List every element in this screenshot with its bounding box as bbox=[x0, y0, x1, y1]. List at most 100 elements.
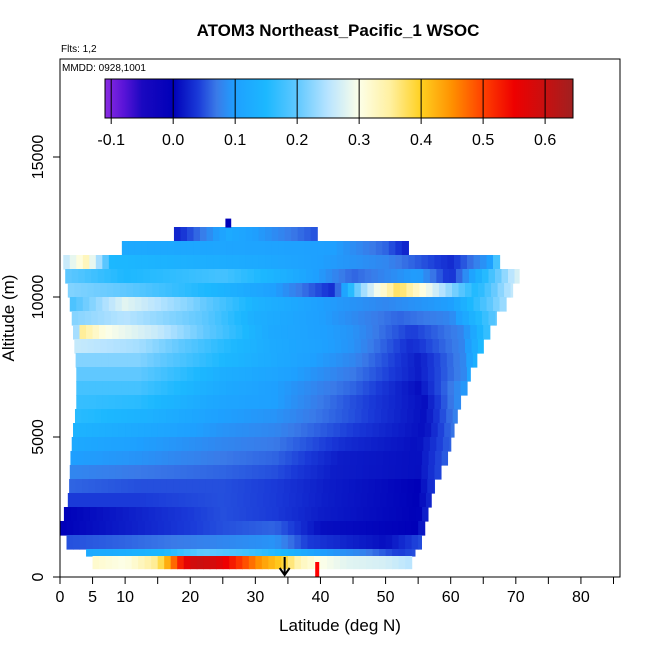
heatmap-cell bbox=[219, 227, 227, 242]
x-tick-label: 50 bbox=[377, 589, 395, 606]
heatmap-cell bbox=[164, 423, 172, 438]
heatmap-cell bbox=[130, 311, 138, 326]
heatmap-cell bbox=[320, 535, 328, 550]
heatmap-cell bbox=[82, 353, 90, 368]
heatmap-cell bbox=[201, 269, 210, 284]
heatmap-cell bbox=[243, 493, 251, 508]
heatmap-cell bbox=[159, 409, 167, 424]
heatmap-cell bbox=[369, 241, 377, 256]
heatmap-cell bbox=[401, 367, 409, 382]
heatmap-cell bbox=[286, 269, 294, 284]
heatmap-cell bbox=[165, 283, 173, 298]
heatmap-cell bbox=[105, 535, 113, 550]
heatmap-cell bbox=[463, 325, 471, 340]
heatmap-cell bbox=[300, 535, 309, 550]
heatmap-cell bbox=[315, 339, 323, 354]
heatmap-cell bbox=[140, 409, 148, 424]
heatmap-cell bbox=[320, 549, 328, 557]
heatmap-cell bbox=[145, 493, 154, 508]
heatmap-cell bbox=[188, 311, 197, 326]
heatmap-cell bbox=[102, 465, 110, 480]
heatmap-cell bbox=[255, 556, 263, 570]
heatmap-cell bbox=[319, 311, 327, 326]
heatmap-cell bbox=[86, 549, 94, 557]
heatmap-cell bbox=[82, 395, 90, 410]
heatmap-cell bbox=[304, 381, 312, 396]
heatmap-cell bbox=[125, 521, 133, 536]
x-axis: 0 5 10 20 30 40 50 60 70 80 bbox=[56, 577, 614, 606]
heatmap-cell bbox=[340, 549, 348, 557]
heatmap-cell bbox=[175, 311, 184, 326]
heatmap-cell bbox=[304, 465, 312, 480]
heatmap-cell bbox=[466, 353, 474, 368]
heatmap-cell bbox=[281, 535, 289, 550]
heatmap-cell bbox=[94, 409, 102, 424]
heatmap-cell bbox=[447, 255, 455, 270]
heatmap-cell bbox=[231, 409, 239, 424]
heatmap-cell bbox=[213, 241, 221, 256]
heatmap-cell bbox=[336, 353, 344, 368]
heatmap-cell bbox=[239, 381, 247, 396]
heatmap-cell bbox=[133, 409, 141, 424]
heatmap-cell bbox=[458, 339, 466, 354]
heatmap-cell bbox=[278, 507, 286, 522]
heatmap-cell bbox=[272, 507, 280, 522]
heatmap-cell bbox=[110, 269, 118, 284]
heatmap-cell bbox=[393, 493, 401, 508]
heatmap-cell bbox=[115, 255, 123, 270]
heatmap-cell bbox=[203, 521, 211, 536]
heatmap-cell bbox=[415, 451, 423, 466]
heatmap-cell bbox=[399, 283, 408, 298]
heatmap-cell bbox=[265, 451, 273, 466]
heatmap-cell bbox=[91, 311, 99, 326]
heatmap-cell bbox=[221, 311, 229, 326]
heatmap-cell bbox=[229, 549, 237, 557]
heatmap-cell bbox=[93, 283, 101, 298]
heatmap-cell bbox=[453, 381, 462, 396]
heatmap-cell bbox=[284, 255, 292, 270]
heatmap-cell bbox=[280, 311, 288, 326]
heatmap-cell bbox=[131, 325, 139, 340]
heatmap-cell bbox=[373, 339, 381, 354]
heatmap-cell bbox=[144, 556, 152, 570]
heatmap-cell bbox=[468, 311, 477, 326]
heatmap-cell bbox=[261, 549, 269, 557]
heatmap-cell bbox=[317, 465, 325, 480]
heatmap-cell bbox=[304, 297, 312, 312]
heatmap-cell bbox=[219, 367, 227, 382]
heatmap-cell bbox=[323, 297, 331, 312]
heatmap-cell bbox=[134, 381, 142, 396]
heatmap-cell bbox=[138, 535, 146, 550]
heatmap-cell bbox=[418, 325, 426, 340]
heatmap-cell bbox=[196, 325, 204, 340]
heatmap-cell bbox=[144, 535, 152, 550]
heatmap-cell bbox=[408, 381, 416, 396]
heatmap-cell bbox=[251, 353, 259, 368]
heatmap-cell bbox=[440, 297, 449, 312]
heatmap-cell bbox=[174, 507, 182, 522]
heatmap-row bbox=[225, 218, 232, 228]
heatmap-cell bbox=[289, 409, 297, 424]
heatmap-cell bbox=[385, 423, 393, 438]
heatmap-cell bbox=[200, 381, 208, 396]
heatmap-cell bbox=[164, 549, 172, 557]
heatmap-cell bbox=[86, 535, 94, 550]
heatmap-cell bbox=[99, 556, 107, 570]
heatmap-cell bbox=[167, 381, 175, 396]
heatmap-cell bbox=[392, 325, 400, 340]
heatmap-cell bbox=[241, 269, 249, 284]
heatmap-cell bbox=[449, 269, 457, 284]
heatmap-cell bbox=[139, 339, 147, 354]
heatmap-cell bbox=[141, 297, 149, 312]
heatmap-cell bbox=[397, 311, 405, 326]
heatmap-cell bbox=[248, 549, 256, 557]
heatmap-cell bbox=[390, 269, 398, 284]
heatmap-cell bbox=[226, 465, 234, 480]
heatmap-cell bbox=[385, 521, 393, 536]
heatmap-cell bbox=[317, 381, 325, 396]
heatmap-cell bbox=[242, 549, 250, 557]
heatmap-cell bbox=[307, 556, 315, 570]
heatmap-cell bbox=[144, 423, 152, 438]
heatmap-cell bbox=[284, 381, 292, 396]
heatmap-cell bbox=[420, 353, 428, 368]
